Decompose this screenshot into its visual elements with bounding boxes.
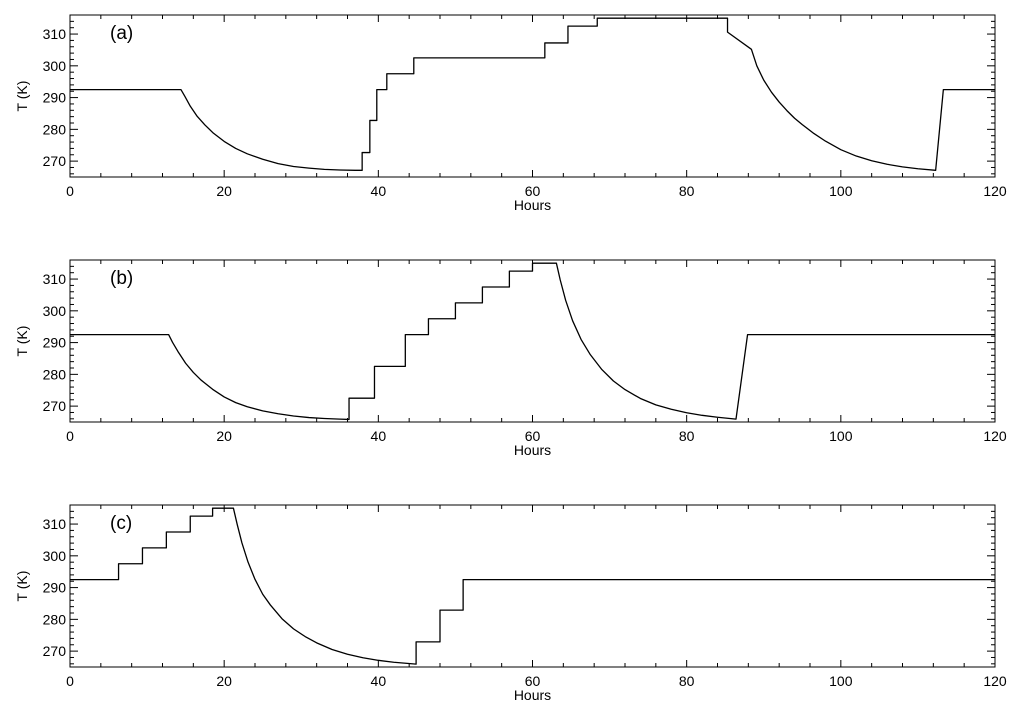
y-tick-label: 300 bbox=[43, 303, 67, 319]
y-tick-label: 310 bbox=[43, 26, 67, 42]
y-tick-label: 270 bbox=[43, 643, 67, 659]
x-tick-label: 120 bbox=[983, 428, 1007, 444]
y-tick-label: 280 bbox=[43, 611, 67, 627]
panel-label: (c) bbox=[110, 513, 132, 534]
x-tick-label: 0 bbox=[66, 673, 74, 689]
x-tick-label: 20 bbox=[216, 673, 232, 689]
panel-label: (b) bbox=[110, 268, 133, 289]
y-tick-label: 290 bbox=[43, 580, 67, 596]
y-tick-label: 280 bbox=[43, 121, 67, 137]
x-tick-label: 100 bbox=[829, 673, 853, 689]
plot-frame bbox=[69, 259, 996, 423]
y-axis-title: T (K) bbox=[14, 571, 30, 602]
x-tick-label: 120 bbox=[983, 673, 1007, 689]
x-tick-label: 0 bbox=[66, 428, 74, 444]
y-tick-label: 270 bbox=[43, 153, 67, 169]
panel-label: (a) bbox=[110, 23, 133, 44]
y-tick-label: 310 bbox=[43, 516, 67, 532]
y-tick-label: 300 bbox=[43, 58, 67, 74]
x-tick-label: 120 bbox=[983, 183, 1007, 199]
temperature-series-line bbox=[70, 507, 995, 665]
y-tick-label: 290 bbox=[43, 90, 67, 106]
x-tick-label: 80 bbox=[679, 428, 695, 444]
x-axis-title: Hours bbox=[514, 687, 551, 703]
y-axis-title: T (K) bbox=[14, 326, 30, 357]
x-tick-label: 80 bbox=[679, 183, 695, 199]
y-tick-label: 270 bbox=[43, 398, 67, 414]
plot-frame bbox=[69, 504, 996, 668]
x-tick-label: 80 bbox=[679, 673, 695, 689]
x-tick-label: 20 bbox=[216, 183, 232, 199]
x-tick-label: 40 bbox=[371, 428, 387, 444]
temperature-series-line bbox=[70, 262, 995, 421]
x-tick-label: 60 bbox=[525, 183, 541, 199]
x-tick-label: 100 bbox=[829, 428, 853, 444]
y-tick-label: 310 bbox=[43, 271, 67, 287]
chart-panel-1: 0 20 40 60 80 100 120 270 280 290 300 310 Hours T (K)… bbox=[14, 259, 1007, 458]
x-tick-label: 40 bbox=[371, 673, 387, 689]
temperature-series-line bbox=[70, 17, 995, 171]
y-axis-title: T (K) bbox=[14, 81, 30, 112]
chart-panel-0: 0 20 40 60 80 100 120 270 280 290 300 310 Hours T (K)… bbox=[14, 14, 1007, 213]
y-tick-label: 280 bbox=[43, 366, 67, 382]
x-tick-label: 60 bbox=[525, 428, 541, 444]
x-tick-label: 0 bbox=[66, 183, 74, 199]
plot-frame bbox=[69, 14, 996, 178]
x-tick-label: 20 bbox=[216, 428, 232, 444]
x-axis-title: Hours bbox=[514, 442, 551, 458]
x-tick-label: 60 bbox=[525, 673, 541, 689]
y-tick-label: 300 bbox=[43, 548, 67, 564]
y-tick-label: 290 bbox=[43, 335, 67, 351]
chart-panel-2: 0 20 40 60 80 100 120 270 280 290 300 310 Hours T (K)… bbox=[14, 504, 1007, 703]
x-tick-label: 100 bbox=[829, 183, 853, 199]
x-axis-title: Hours bbox=[514, 197, 551, 213]
x-tick-label: 40 bbox=[371, 183, 387, 199]
